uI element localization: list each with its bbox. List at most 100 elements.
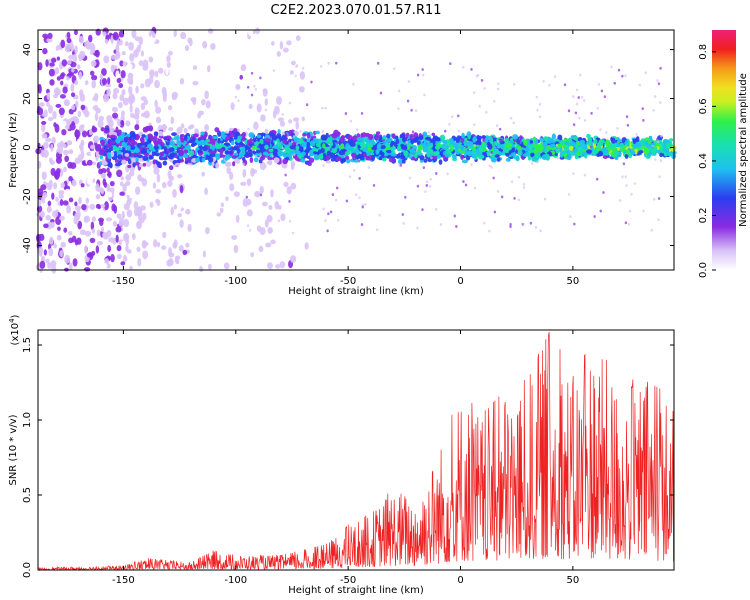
heatmap-cell (148, 56, 154, 63)
heatmap-cell (125, 145, 131, 150)
heatmap-cell (650, 228, 654, 232)
heatmap-cell (68, 149, 74, 155)
heatmap-cell (110, 134, 116, 139)
heatmap-cell (131, 233, 136, 241)
heatmap-cell (366, 157, 373, 161)
heatmap-cell (256, 134, 262, 139)
heatmap-cell (425, 180, 429, 184)
heatmap-cell (336, 141, 340, 145)
heatmap-cell (46, 206, 52, 213)
heatmap-cell (58, 193, 64, 199)
heatmap-cell (41, 120, 47, 125)
heatmap-cell (568, 145, 574, 151)
heatmap-cell (503, 147, 508, 152)
heatmap-cell (408, 176, 412, 180)
heatmap-cell (268, 177, 275, 185)
heatmap-cell (496, 87, 500, 91)
heatmap-cell (219, 154, 226, 158)
heatmap-cell (138, 218, 145, 224)
heatmap-cell (192, 97, 197, 106)
heatmap-cell (204, 124, 210, 132)
heatmap-cell (553, 75, 557, 79)
heatmap-cell (593, 139, 598, 145)
heatmap-cell (379, 91, 383, 95)
heatmap-cell (325, 155, 331, 161)
heatmap-cell (161, 86, 167, 95)
heatmap-cell (120, 261, 126, 266)
heatmap-cell (254, 190, 261, 198)
heatmap-cell (655, 137, 659, 141)
heatmap-cell (162, 231, 167, 239)
heatmap-cell (429, 177, 432, 181)
heatmap-cell (210, 43, 216, 50)
heatmap-cell (76, 210, 81, 218)
heatmap-cell (344, 155, 350, 160)
heatmap-cell (122, 218, 130, 228)
heatmap-cell (391, 152, 397, 157)
heatmap-cell (573, 135, 579, 141)
heatmap-cell (192, 80, 199, 86)
heatmap-cell (100, 188, 105, 195)
heatmap-cell (630, 150, 636, 155)
heatmap-cell (422, 131, 428, 137)
heatmap-cell (280, 213, 286, 222)
heatmap-cell (306, 141, 311, 148)
heatmap-cell (496, 189, 500, 193)
heatmap-cell (66, 37, 72, 44)
heatmap-cell (529, 221, 533, 225)
heatmap-cell (110, 253, 115, 263)
heatmap-cell (371, 140, 376, 147)
heatmap-cell (72, 116, 77, 121)
heatmap-cell (434, 145, 441, 150)
heatmap-cell (56, 234, 62, 241)
heatmap-cell (483, 87, 486, 90)
heatmap-cell (124, 41, 129, 47)
heatmap-cell (45, 182, 52, 187)
heatmap-cell (596, 146, 601, 153)
heatmap-cell (51, 57, 57, 63)
heatmap-cell (112, 112, 119, 119)
snr-panel: -150 -100 -50 0 50 0.0 0.5 1.0 1.5 Height of st… (8, 314, 675, 596)
heatmap-cell (439, 223, 443, 226)
heatmap-cell (605, 131, 608, 134)
heatmap-cell (113, 38, 117, 46)
heatmap-cell (656, 79, 659, 82)
heatmap-cell (230, 140, 235, 146)
heatmap-cell (399, 133, 406, 138)
heatmap-cell (219, 207, 224, 214)
heatmap-cell (129, 130, 136, 138)
heatmap-cell (618, 199, 622, 202)
heatmap-cell (355, 193, 358, 197)
heatmap-cell (308, 157, 315, 163)
heatmap-cell (479, 155, 485, 159)
heatmap-cell (460, 138, 465, 143)
heatmap-cell (57, 145, 64, 155)
heatmap-cell (179, 185, 184, 194)
heatmap-cell (183, 134, 188, 141)
heatmap-cell (154, 152, 160, 157)
heatmap-cell (654, 158, 657, 161)
heatmap-cell (119, 94, 125, 102)
heatmap-cell (147, 138, 151, 144)
heatmap-cell (134, 36, 140, 42)
heatmap-cell (158, 207, 164, 215)
heatmap-cell (83, 216, 89, 223)
heatmap-cell (247, 127, 250, 131)
heatmap-cell (375, 148, 380, 155)
heatmap-cell (329, 152, 336, 159)
heatmap-cell (624, 221, 628, 225)
heatmap-cell (184, 44, 190, 52)
heatmap-cell (425, 184, 429, 187)
heatmap-cell (135, 85, 139, 94)
heatmap-cell (127, 158, 132, 165)
heatmap-frame (37, 29, 675, 271)
heatmap-cell (505, 152, 510, 157)
heatmap-cell (657, 82, 661, 86)
heatmap-cell (90, 60, 97, 67)
heatmap-x-tick-label: -100 (224, 276, 247, 287)
heatmap-x-tick-label: -150 (112, 276, 135, 287)
heatmap-cell (111, 106, 118, 113)
snr-multiplier-base: (x10 (10, 323, 21, 346)
snr-y-label: SNR (10 * v/v) (8, 414, 19, 485)
heatmap-cell (304, 242, 309, 250)
